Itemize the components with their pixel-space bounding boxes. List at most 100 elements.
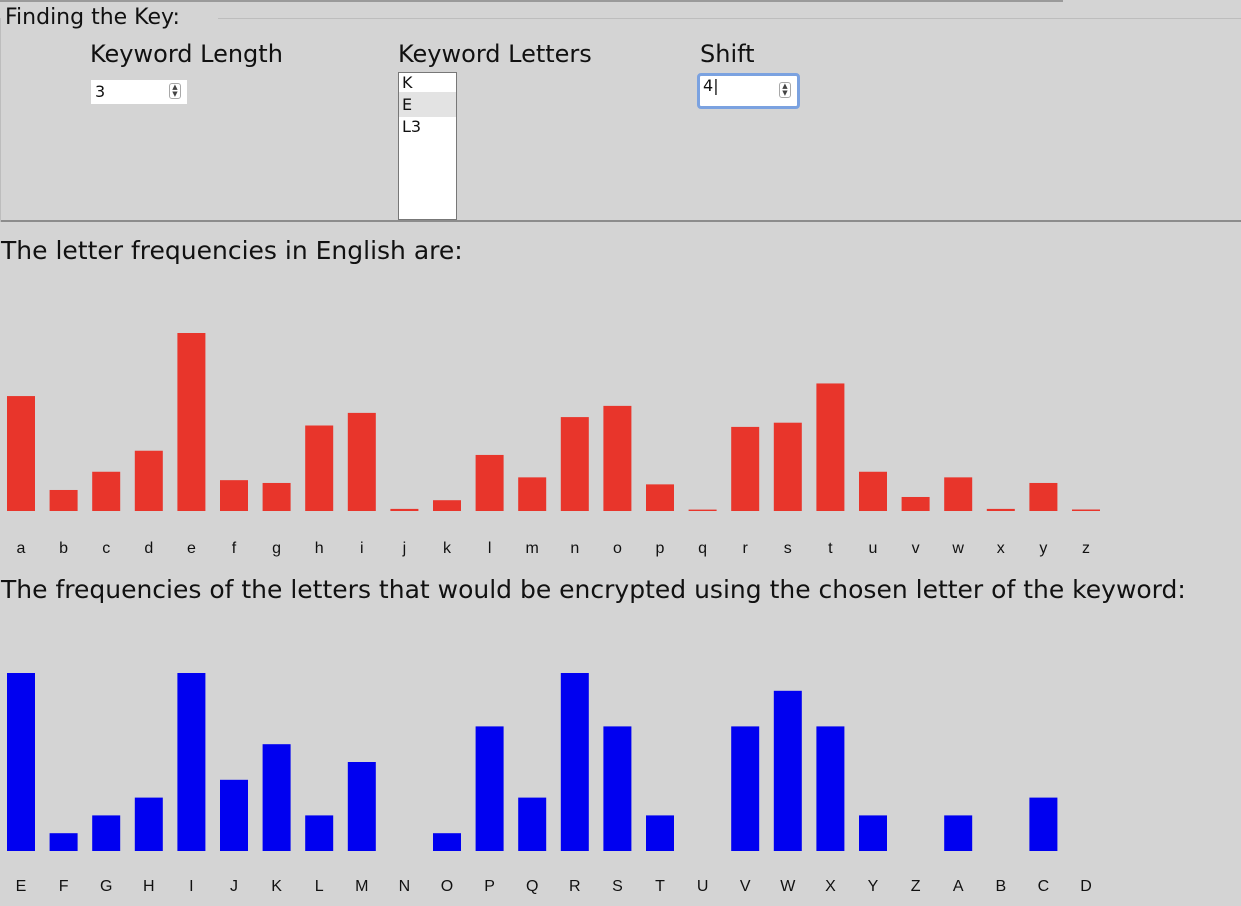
tick-label-Z: Z	[911, 878, 921, 895]
tick-label-g: g	[272, 540, 281, 557]
tick-label-w: w	[951, 540, 964, 557]
tick-label-Y: Y	[868, 878, 879, 895]
bar-I	[177, 673, 206, 851]
tick-label-N: N	[399, 878, 411, 895]
bar-l	[475, 454, 504, 511]
tick-label-y: y	[1039, 540, 1047, 557]
bar-g	[262, 482, 291, 511]
english-frequencies-heading: The letter frequencies in English are:	[1, 236, 463, 265]
tick-label-d: d	[144, 540, 153, 557]
tick-label-S: S	[612, 878, 623, 895]
tick-label-C: C	[1038, 878, 1050, 895]
tick-label-r: r	[743, 540, 749, 557]
bar-s	[773, 422, 802, 511]
tick-label-h: h	[315, 540, 324, 557]
group-frame-left	[0, 18, 1, 222]
tick-label-E: E	[16, 878, 27, 895]
bar-b	[49, 489, 78, 511]
bar-c	[92, 471, 121, 511]
bar-t	[816, 383, 845, 511]
tick-label-b: b	[59, 540, 68, 557]
bar-a	[7, 396, 35, 511]
tick-label-O: O	[441, 878, 453, 895]
encrypted-frequencies-heading: The frequencies of the letters that woul…	[1, 575, 1186, 604]
keyword-letter-item[interactable]: E	[399, 92, 456, 117]
bar-o	[603, 405, 632, 511]
stepper-arrows-icon[interactable]: ▲ ▼	[169, 83, 181, 99]
bar-n	[560, 417, 589, 511]
tick-label-u: u	[869, 540, 878, 557]
tick-label-R: R	[569, 878, 581, 895]
bar-Y	[859, 815, 887, 851]
tick-label-T: T	[655, 878, 665, 895]
bar-M	[347, 762, 376, 851]
bar-k	[433, 500, 461, 511]
tick-label-U: U	[697, 878, 709, 895]
keyword-letter-item[interactable]: L3	[402, 117, 422, 136]
group-title: Finding the Key:	[5, 6, 184, 30]
bar-h	[305, 425, 334, 511]
tick-label-A: A	[953, 878, 964, 895]
tick-label-L: L	[315, 878, 324, 895]
tick-label-k: k	[443, 540, 452, 557]
bar-m	[518, 477, 547, 511]
bar-e	[177, 333, 206, 511]
tick-label-I: I	[189, 878, 193, 895]
tick-label-j: j	[402, 540, 407, 557]
tick-label-W: W	[780, 878, 796, 895]
bar-E	[7, 673, 35, 851]
tick-label-q: q	[698, 540, 707, 557]
bar-V	[731, 726, 760, 851]
bar-L	[305, 815, 334, 851]
shift-label: Shift	[700, 40, 755, 68]
tick-label-G: G	[100, 878, 112, 895]
keyword-letters-label: Keyword Letters	[398, 40, 592, 68]
keyword-length-spinner[interactable]: 3 ▲ ▼	[91, 80, 187, 104]
bar-T	[646, 815, 674, 851]
tick-label-D: D	[1080, 878, 1092, 895]
english-frequency-chart: a b c d e f g h i j k l m n o p q r s t u v w x y z	[7, 333, 1100, 557]
bar-W	[773, 690, 802, 851]
bar-u	[859, 471, 887, 511]
tick-label-o: o	[613, 540, 622, 557]
bar-G	[92, 815, 121, 851]
tick-label-X: X	[825, 878, 836, 895]
bar-z	[1072, 509, 1100, 511]
bar-X	[816, 726, 845, 851]
bar-A	[944, 815, 973, 851]
bar-R	[560, 673, 589, 851]
keyword-letter-item[interactable]: K	[402, 73, 413, 92]
tick-label-H: H	[143, 878, 155, 895]
keyword-length-value: 3	[95, 82, 106, 101]
keyword-letters-list[interactable]: K E L3	[398, 72, 457, 220]
tick-label-B: B	[995, 878, 1006, 895]
tick-label-x: x	[997, 540, 1005, 557]
tick-label-f: f	[232, 540, 237, 557]
bar-y	[1029, 482, 1058, 511]
bar-S	[603, 726, 632, 851]
bar-d	[134, 450, 163, 511]
finding-key-group: Finding the Key: Keyword Length 3 ▲ ▼ Key…	[0, 0, 1241, 222]
text-cursor: |	[713, 76, 719, 95]
bar-i	[347, 412, 376, 511]
tick-label-n: n	[570, 540, 579, 557]
shift-value: 4	[703, 76, 714, 95]
bar-p	[646, 484, 674, 511]
tick-label-M: M	[355, 878, 368, 895]
bar-O	[433, 833, 461, 851]
stepper-arrows-icon[interactable]: ▲ ▼	[779, 82, 791, 98]
tick-label-z: z	[1082, 540, 1090, 557]
tick-label-v: v	[912, 540, 920, 557]
tick-label-t: t	[828, 540, 833, 557]
shift-spinner[interactable]: 4| ▲ ▼	[697, 73, 800, 109]
tick-label-m: m	[526, 540, 539, 557]
tick-label-V: V	[740, 878, 751, 895]
bar-K	[262, 744, 291, 851]
bar-r	[731, 426, 760, 511]
tick-label-i: i	[360, 540, 364, 557]
bar-j	[390, 508, 419, 511]
tick-label-P: P	[484, 878, 495, 895]
bar-C	[1029, 797, 1058, 851]
